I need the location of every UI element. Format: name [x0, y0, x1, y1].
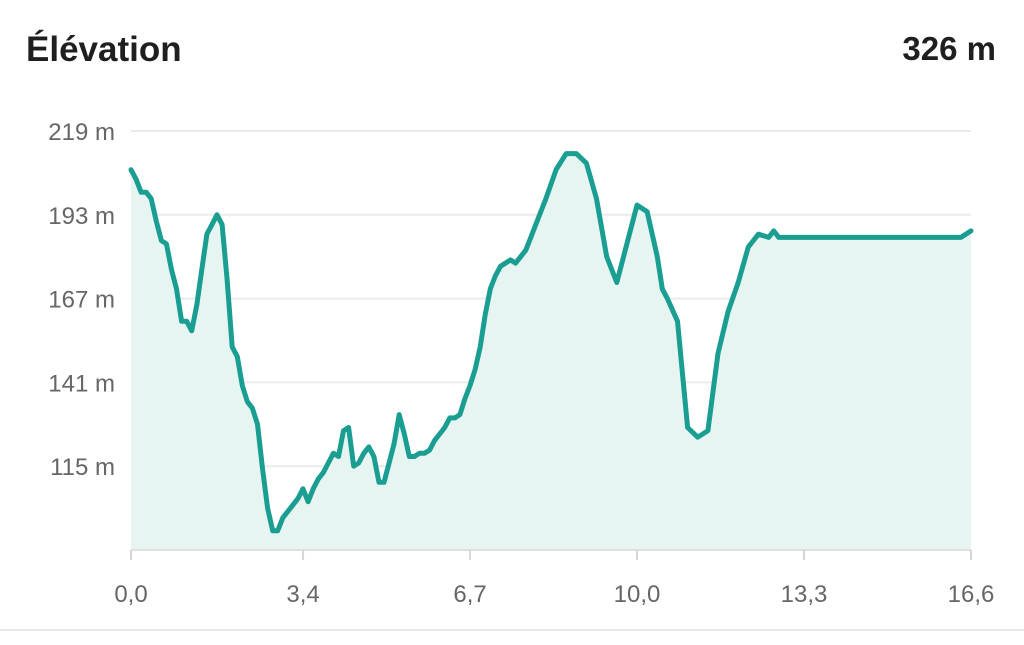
elevation-fill	[131, 153, 971, 550]
x-tick-label: 0,0	[114, 581, 147, 608]
elevation-line	[128, 151, 974, 534]
elevation-area	[128, 151, 974, 550]
x-tick-label: 13,3	[781, 581, 828, 608]
y-axis: 219 m 193 m 167 m 141 m 115 m	[48, 119, 115, 481]
footer-divider	[0, 629, 1024, 631]
x-tick-label: 10,0	[614, 581, 661, 608]
x-axis: 0,0 3,4 6,7 10,0 13,3 16,6	[114, 549, 995, 608]
y-tick-label: 193 m	[48, 203, 115, 230]
x-tick-label: 16,6	[948, 581, 995, 608]
y-tick-label: 219 m	[48, 119, 115, 146]
y-tick-label: 141 m	[48, 370, 115, 397]
total-elevation-value: 326 m	[902, 30, 996, 67]
x-tick-label: 6,7	[453, 581, 486, 608]
y-tick-label: 115 m	[50, 454, 115, 481]
x-tick-label: 3,4	[286, 581, 319, 608]
chart-header: Élévation 326 m	[26, 30, 996, 80]
y-tick-label: 167 m	[48, 287, 115, 314]
chart-title: Élévation	[26, 30, 182, 69]
